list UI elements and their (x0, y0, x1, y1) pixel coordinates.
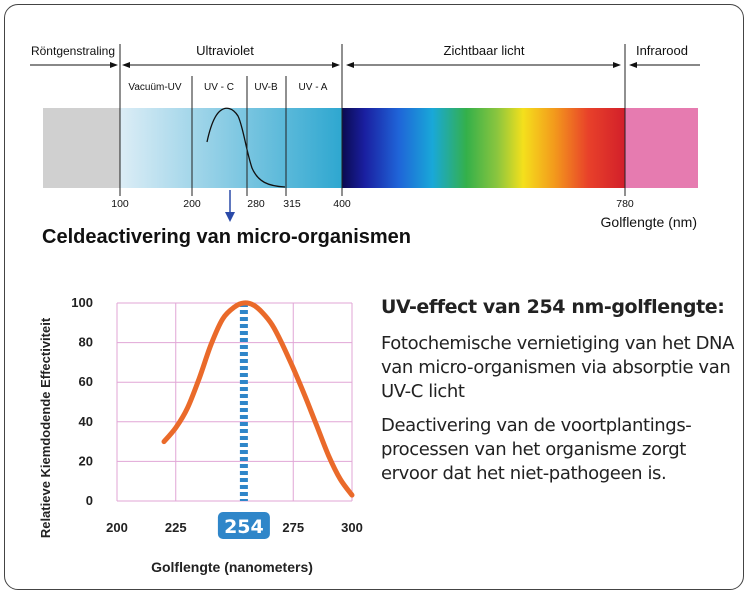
label-uv-c: UV - C (204, 82, 234, 93)
y-tick-label: 100 (71, 295, 93, 310)
label-visible: Zichtbaar licht (444, 43, 525, 58)
x-tick-label: 275 (282, 520, 304, 535)
x-tick-label: 200 (106, 520, 128, 535)
uv-band (120, 108, 342, 188)
arrow-visible-left-head (346, 62, 354, 68)
spectrum-axis-label: Golflengte (nm) (601, 214, 697, 230)
tick-780: 780 (616, 198, 634, 210)
highlight-254-badge (217, 512, 270, 539)
visible-band (342, 108, 625, 188)
arrow-xray-head (110, 62, 118, 68)
chart-y-axis-title: Relatieve Kiemdodende Effectiviteit (38, 317, 53, 538)
tick-200: 200 (183, 198, 201, 210)
xray-band (43, 108, 120, 188)
uv-effect-description: UV-effect van 254 nm-golflengte: Fotoche… (381, 296, 741, 496)
arrow-uv-right-head (332, 62, 340, 68)
tick-100: 100 (111, 198, 129, 210)
label-xray: Röntgenstraling (31, 44, 115, 58)
label-uv-b: UV-B (254, 82, 278, 93)
label-ultraviolet: Ultraviolet (196, 43, 254, 58)
arrow-uv-left-head (122, 62, 130, 68)
y-tick-label: 40 (79, 414, 93, 429)
arrow-infrared-head (629, 62, 637, 68)
x-tick-label: 300 (341, 520, 363, 535)
tick-315: 315 (283, 198, 301, 210)
uv-effect-paragraph-2: Deactivering van de voortplantings-proce… (381, 415, 692, 484)
tick-400: 400 (333, 198, 351, 210)
card-frame (4, 4, 744, 590)
label-vacuum-uv: Vacuüm-UV (128, 82, 181, 93)
uv-effect-heading: UV-effect van 254 nm-golflengte: (381, 296, 725, 318)
highlight-254-label: 254 (224, 516, 264, 538)
arrow-visible-right-head (613, 62, 621, 68)
infrared-band (625, 108, 698, 188)
y-tick-label: 0 (86, 493, 93, 508)
uv-effect-paragraph-1: Fotochemische vernietiging van het DNA v… (381, 333, 735, 402)
tick-280: 280 (247, 198, 265, 210)
y-tick-label: 60 (79, 374, 93, 389)
absorption-curve (206, 107, 286, 188)
section-title: Celdeactivering van micro-organismen (42, 226, 411, 248)
label-uv-a: UV - A (299, 82, 328, 93)
chart-x-axis-title: Golflengte (nanometers) (151, 559, 313, 575)
y-tick-label: 20 (79, 453, 93, 468)
pointer-arrow-head (225, 212, 235, 222)
y-tick-label: 80 (79, 335, 93, 350)
germicidal-effectiveness-curve (161, 300, 355, 498)
label-infrared: Infrarood (636, 43, 688, 58)
x-tick-label: 225 (165, 520, 187, 535)
